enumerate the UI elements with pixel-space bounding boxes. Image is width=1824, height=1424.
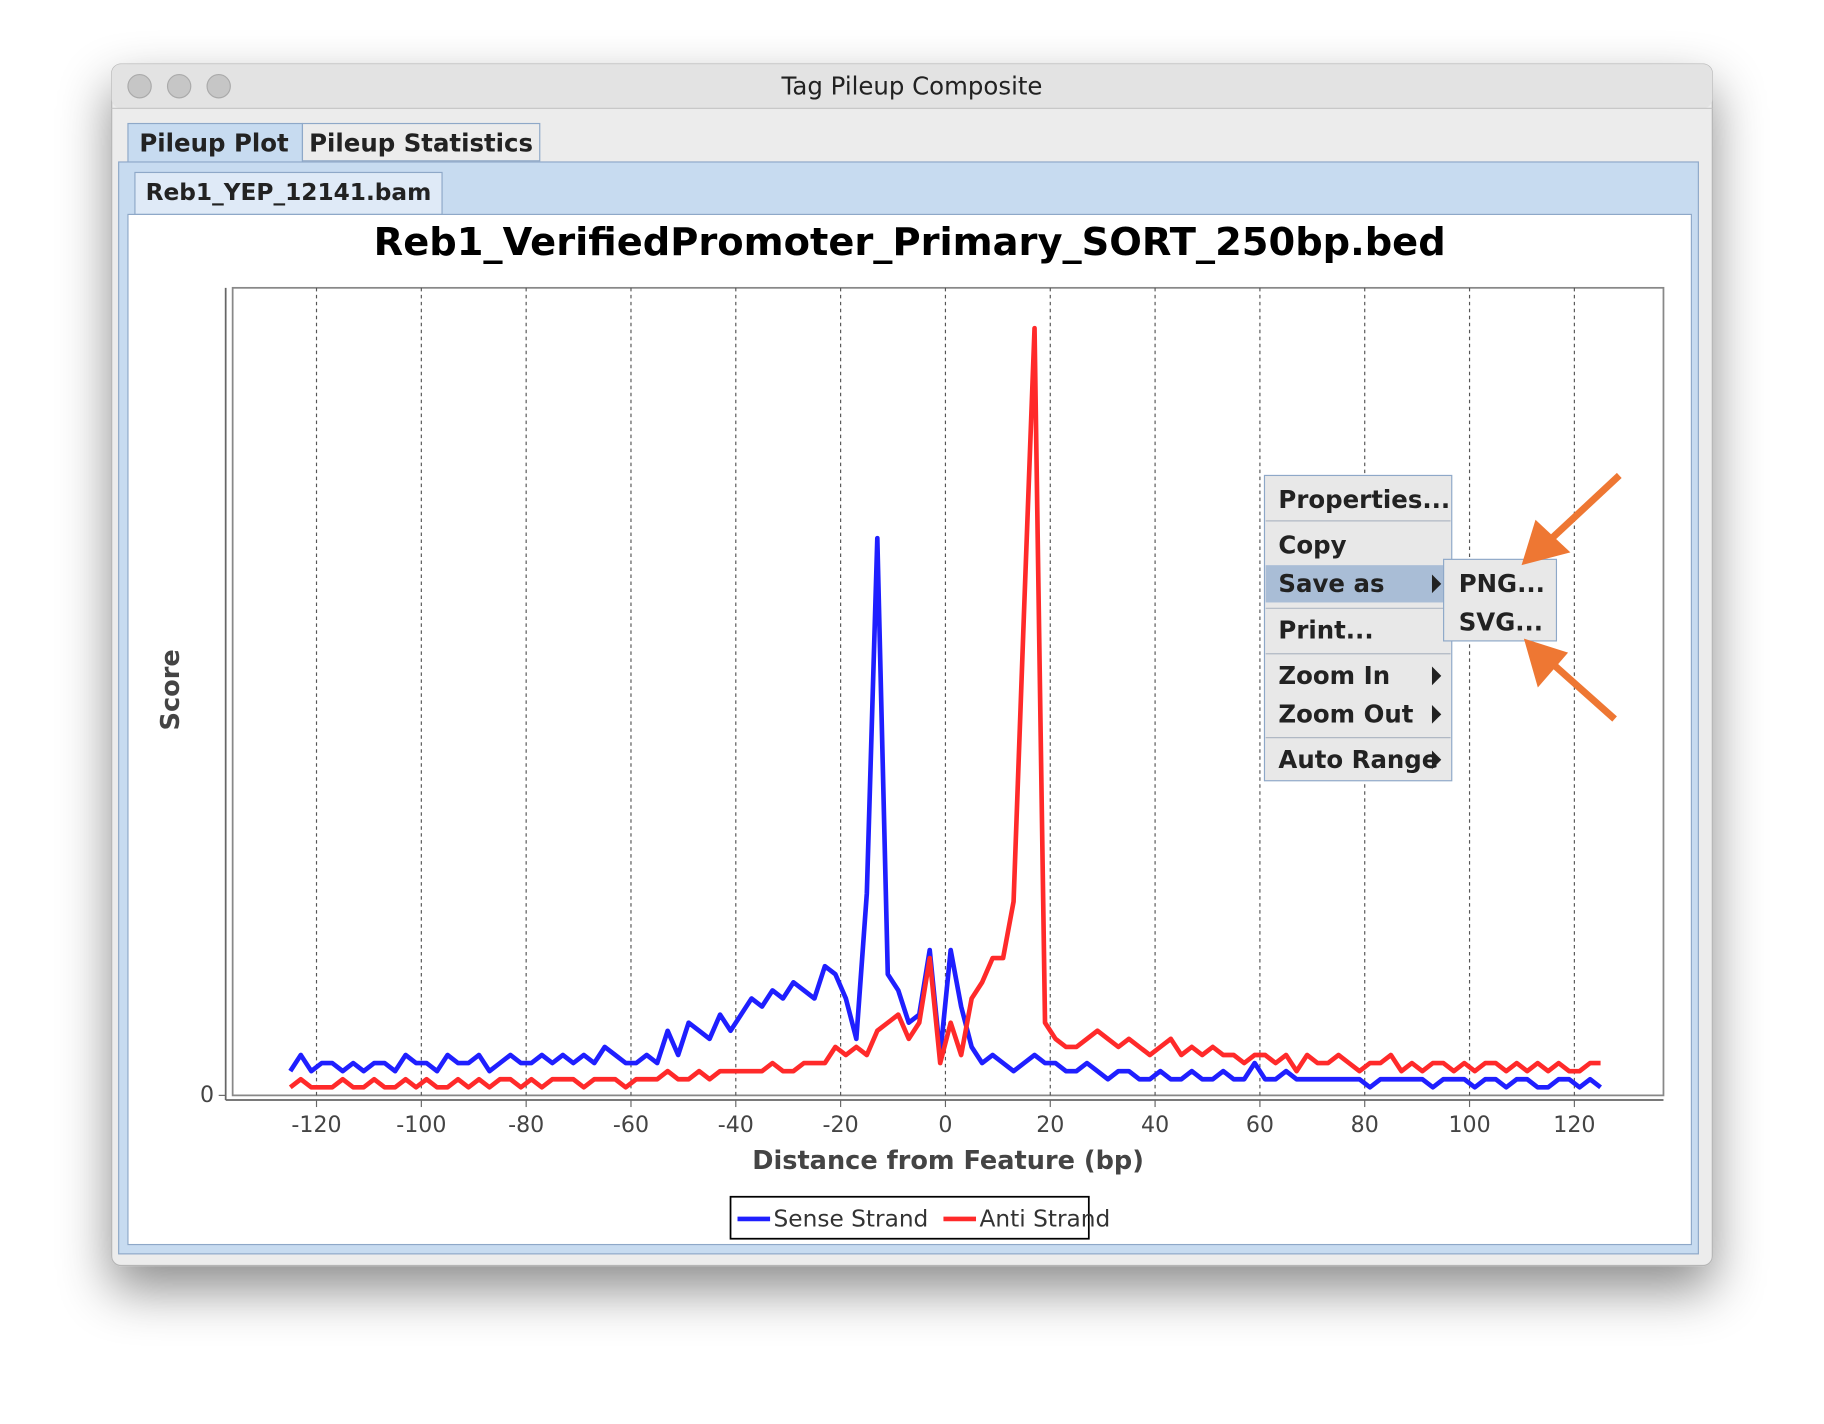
submenu-box [1443, 558, 1558, 642]
menu-box [1263, 474, 1453, 782]
x-tick-label: -60 [613, 1112, 649, 1138]
arrow [1549, 472, 1622, 541]
legend-label: Anti Strand [980, 1206, 1111, 1233]
arrow-head [1523, 638, 1569, 688]
x-axis-label: Distance from Feature (bp) [752, 1146, 1144, 1176]
title-bar [111, 64, 1713, 109]
zoom-button[interactable] [206, 73, 231, 99]
legend-label: Sense Strand [774, 1206, 929, 1233]
submenu-item[interactable]: PNG... [1459, 569, 1545, 598]
x-tick-label: 80 [1351, 1112, 1379, 1138]
chart-title: Reb1_VerifiedPromoter_Primary_SORT_250bp… [374, 220, 1446, 265]
series-line [288, 535, 1602, 1090]
x-tick-label: -100 [396, 1112, 446, 1138]
tab-label[interactable]: Pileup Plot [139, 128, 289, 157]
legend [729, 1195, 1090, 1240]
x-tick-label: 0 [938, 1112, 952, 1138]
menu-highlight [1265, 565, 1451, 603]
x-tick-label: -40 [718, 1112, 754, 1138]
menu-item[interactable]: Copy [1278, 531, 1346, 560]
window-title: Tag Pileup Composite [781, 71, 1043, 100]
arrow-head [1521, 519, 1571, 566]
series-line [288, 325, 1601, 1090]
submenu-arrow [1431, 666, 1442, 686]
x-tick-label: 100 [1448, 1112, 1490, 1138]
arrow [1549, 660, 1617, 722]
tab[interactable] [301, 122, 541, 162]
annotation-arrows [1521, 472, 1622, 722]
submenu-arrow [1431, 705, 1442, 724]
context-menu: Properties... Copy Save as Print... Zoom… [1263, 474, 1558, 782]
x-tick-label: 40 [1141, 1112, 1169, 1138]
tab-label[interactable]: Pileup Statistics [309, 128, 533, 157]
menu-item[interactable]: Print... [1278, 616, 1373, 645]
submenu-arrow [1431, 750, 1442, 770]
x-tick-label: 20 [1036, 1112, 1064, 1138]
menu-item[interactable]: Auto Range [1278, 745, 1438, 774]
submenu-item[interactable]: SVG... [1459, 607, 1543, 636]
menu-item[interactable]: Properties... [1278, 485, 1450, 514]
x-tick-label: -80 [508, 1112, 544, 1138]
subtab-label[interactable]: Reb1_YEP_12141.bam [146, 179, 432, 206]
legend-items: Sense Strand Anti Strand [737, 1206, 1111, 1233]
menu-item[interactable]: Save as [1278, 569, 1384, 598]
menu-item[interactable]: Zoom In [1278, 661, 1390, 690]
close-button[interactable] [127, 73, 152, 99]
x-tick-label: 60 [1246, 1112, 1274, 1138]
menu-item[interactable]: Zoom Out [1278, 699, 1413, 728]
x-tick-label: -120 [291, 1112, 341, 1138]
x-tick-label: -20 [823, 1112, 859, 1138]
tab[interactable] [127, 122, 304, 164]
y-axis-label: Score [156, 649, 186, 730]
x-tick-label: 120 [1553, 1112, 1595, 1138]
submenu-arrow [1431, 574, 1442, 594]
y-tick-label: 0 [200, 1082, 214, 1108]
minimize-button[interactable] [166, 73, 192, 99]
